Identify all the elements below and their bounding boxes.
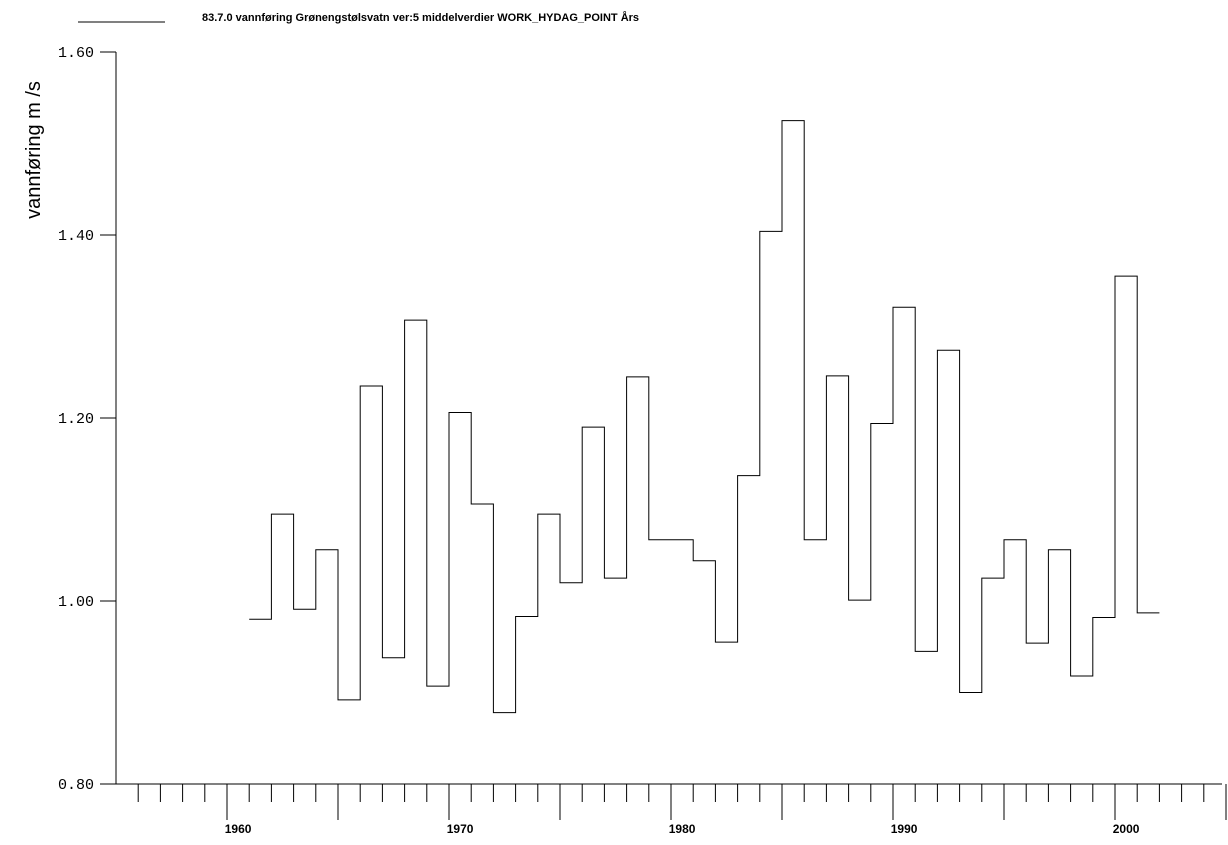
y-tick-label: 1.40 bbox=[58, 228, 94, 245]
legend-text: 83.7.0 vannføring Grønengstølsvatn ver:5… bbox=[202, 11, 639, 24]
x-tick-label: 1960 bbox=[225, 822, 252, 836]
y-tick-label: 1.20 bbox=[58, 411, 94, 428]
series-step-line bbox=[249, 120, 1160, 714]
y-tick-label: 1.00 bbox=[58, 594, 94, 611]
x-tick-label: 2000 bbox=[1113, 822, 1140, 836]
y-axis-label: vannføring m /s bbox=[23, 81, 45, 219]
y-tick-label: 0.80 bbox=[58, 777, 94, 794]
y-tick-label: 1.60 bbox=[58, 45, 94, 62]
legend: 83.7.0 vannføring Grønengstølsvatn ver:5… bbox=[78, 11, 639, 24]
x-tick-label: 1970 bbox=[447, 822, 474, 836]
y-ticks: 0.80 1.00 1.20 1.40 1.60 bbox=[58, 45, 116, 794]
x-tick-label: 1990 bbox=[891, 822, 918, 836]
x-tick-label: 1980 bbox=[669, 822, 696, 836]
x-ticks: 1960 1970 1980 1990 2000 bbox=[137, 784, 1227, 836]
